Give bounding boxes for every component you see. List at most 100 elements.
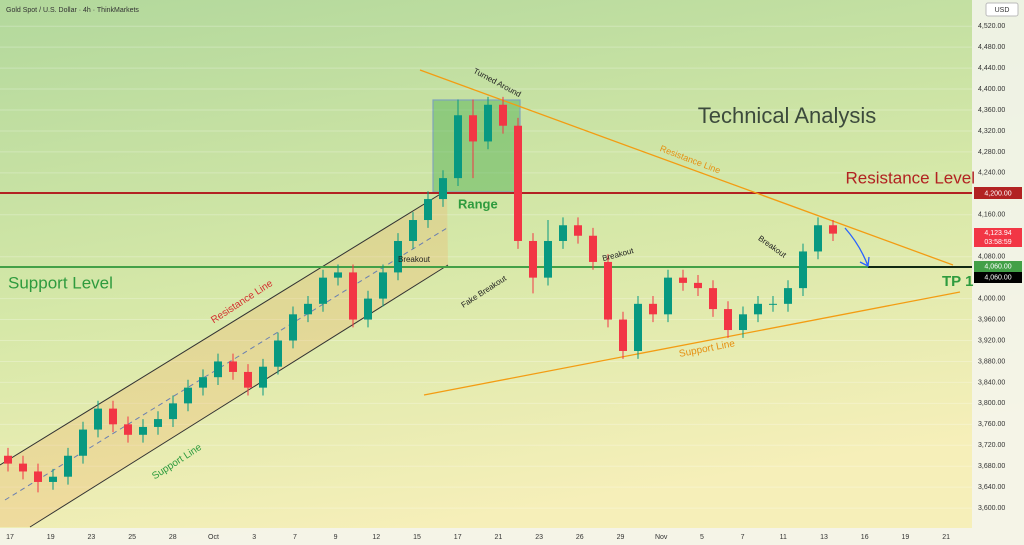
candle-body bbox=[784, 288, 792, 304]
y-tick-label: 3,840.00 bbox=[978, 379, 1005, 386]
candle-body bbox=[529, 240, 537, 278]
grid bbox=[0, 25, 972, 509]
candle-body bbox=[139, 426, 147, 435]
candle-body bbox=[244, 371, 252, 388]
candle-body bbox=[49, 476, 57, 482]
tp-label: TP 1 bbox=[942, 273, 973, 290]
channel-upper bbox=[0, 189, 448, 466]
candle-body bbox=[274, 340, 282, 367]
x-tick-label: 15 bbox=[413, 534, 421, 541]
x-tick-label: 12 bbox=[372, 534, 380, 541]
candle-body bbox=[829, 225, 837, 234]
y-tick-label: 4,320.00 bbox=[978, 128, 1005, 135]
candle-body bbox=[499, 104, 507, 126]
candle-body bbox=[694, 282, 702, 289]
candle-body bbox=[259, 366, 267, 388]
price-label: 4,123.94 bbox=[984, 230, 1011, 237]
candle-body bbox=[739, 314, 747, 331]
x-tick-label: Nov bbox=[655, 534, 668, 541]
y-tick-label: 4,440.00 bbox=[978, 65, 1005, 72]
x-tick-label: 17 bbox=[454, 534, 462, 541]
candle-body bbox=[64, 455, 72, 477]
x-tick-label: 3 bbox=[252, 534, 256, 541]
candle-body bbox=[559, 225, 567, 241]
candle-body bbox=[79, 429, 87, 456]
candle-body bbox=[424, 199, 432, 221]
candle-body bbox=[154, 419, 162, 427]
price-label-box bbox=[974, 228, 1022, 247]
candle-body bbox=[349, 272, 357, 320]
y-tick-label: 4,480.00 bbox=[978, 44, 1005, 51]
candle-body bbox=[124, 424, 132, 435]
y-tick-label: 4,160.00 bbox=[978, 212, 1005, 219]
candle-body bbox=[679, 277, 687, 283]
y-tick-label: 3,880.00 bbox=[978, 358, 1005, 365]
candle-body bbox=[4, 455, 12, 464]
candle-body bbox=[184, 387, 192, 404]
candle-body bbox=[229, 361, 237, 372]
y-tick-label: 4,000.00 bbox=[978, 295, 1005, 302]
candle-body bbox=[199, 377, 207, 388]
x-tick-label: 19 bbox=[902, 534, 910, 541]
candle-body bbox=[169, 403, 177, 420]
candle-body bbox=[709, 288, 717, 310]
y-tick-label: 3,680.00 bbox=[978, 463, 1005, 470]
chart-title: Gold Spot / U.S. Dollar · 4h · ThinkMark… bbox=[6, 7, 139, 14]
y-tick-label: 3,920.00 bbox=[978, 337, 1005, 344]
candle-body bbox=[109, 408, 117, 425]
candle-body bbox=[94, 408, 102, 430]
candle-body bbox=[754, 303, 762, 315]
support-level-label: Support Level bbox=[8, 273, 113, 292]
x-tick-label: 9 bbox=[334, 534, 338, 541]
candle-body bbox=[394, 240, 402, 273]
candle-body bbox=[214, 361, 222, 378]
candle-body bbox=[454, 115, 462, 179]
candle-body bbox=[364, 298, 372, 320]
y-tick-label: 3,640.00 bbox=[978, 484, 1005, 491]
candle-body bbox=[544, 240, 552, 278]
x-tick-label: 16 bbox=[861, 534, 869, 541]
x-tick-label: 17 bbox=[6, 534, 14, 541]
y-tick-label: 4,360.00 bbox=[978, 107, 1005, 114]
candle-body bbox=[469, 115, 477, 142]
triangle-lower bbox=[423, 291, 961, 396]
y-tick-label: 3,720.00 bbox=[978, 442, 1005, 449]
candle-body bbox=[19, 463, 27, 472]
x-tick-label: 21 bbox=[942, 534, 950, 541]
heading: Technical Analysis bbox=[698, 103, 877, 128]
candle-body bbox=[589, 235, 597, 262]
y-tick-label: 4,520.00 bbox=[978, 23, 1005, 30]
currency: USD bbox=[995, 7, 1010, 14]
x-tick-label: 11 bbox=[780, 534, 787, 541]
candle-body bbox=[814, 225, 822, 252]
candle-body bbox=[604, 261, 612, 320]
channel-lower bbox=[29, 264, 449, 528]
x-tick-label: 29 bbox=[617, 534, 625, 541]
candle-body bbox=[514, 125, 522, 241]
time-axis bbox=[0, 528, 972, 545]
currency-box bbox=[985, 2, 1019, 17]
price-label-box bbox=[974, 272, 1022, 283]
price-label: 4,060.00 bbox=[984, 274, 1011, 281]
price-label: 4,200.00 bbox=[984, 190, 1011, 197]
candles bbox=[4, 96, 837, 493]
candle-body bbox=[799, 251, 807, 289]
candle-body bbox=[619, 319, 627, 351]
arrow bbox=[844, 227, 870, 267]
candle-body bbox=[334, 272, 342, 278]
candle-body bbox=[724, 309, 732, 331]
x-tick-label: 23 bbox=[535, 534, 543, 541]
y-tick-label: 4,280.00 bbox=[978, 149, 1005, 156]
candle-body bbox=[289, 314, 297, 341]
y-tick-label: 3,760.00 bbox=[978, 421, 1005, 428]
y-tick-label: 4,400.00 bbox=[978, 86, 1005, 93]
candle-body bbox=[319, 277, 327, 304]
candle-body bbox=[304, 303, 312, 315]
y-tick-label: 3,800.00 bbox=[978, 400, 1005, 407]
triangle-upper bbox=[419, 69, 954, 266]
x-tick-label: 19 bbox=[47, 534, 55, 541]
x-tick-label: 28 bbox=[169, 534, 177, 541]
y-tick-label: 4,080.00 bbox=[978, 254, 1005, 261]
